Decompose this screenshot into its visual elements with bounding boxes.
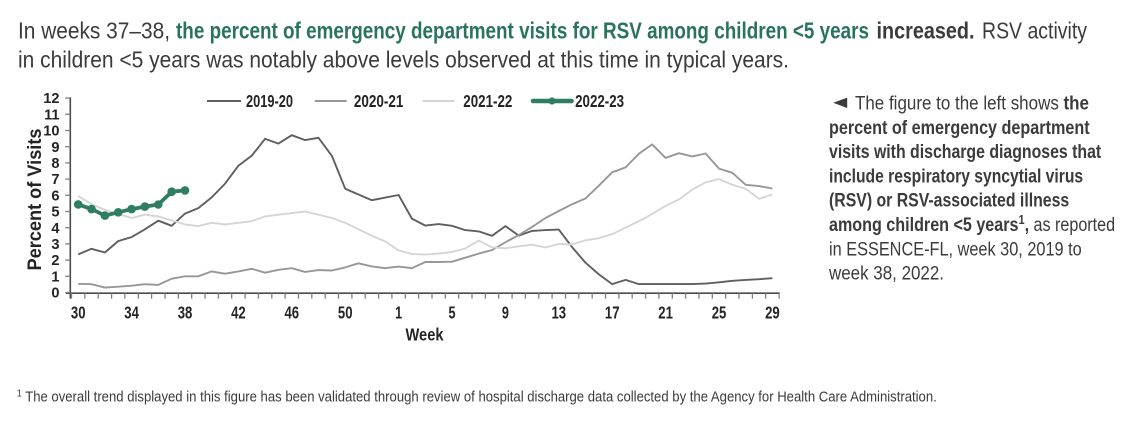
svg-text:include respiratory syncytial: include respiratory syncytial virus — [829, 166, 1083, 187]
svg-text:visits with discharge diagnose: visits with discharge diagnoses that — [829, 142, 1102, 163]
svg-text:9: 9 — [51, 140, 59, 156]
svg-text:1 The overall trend displayed: 1 The overall trend displayed in this fi… — [17, 388, 937, 405]
svg-text:in children <5 years was notab: in children <5 years was notably above l… — [18, 47, 789, 73]
svg-text:percent of emergency departmen: percent of emergency department — [829, 118, 1090, 139]
svg-text:11: 11 — [44, 107, 59, 123]
svg-text:1: 1 — [395, 303, 402, 323]
svg-text:among children <5 years1, as r: among children <5 years1, as reported — [829, 212, 1115, 236]
svg-text:2022-23: 2022-23 — [575, 91, 624, 111]
svg-text:2021-22: 2021-22 — [463, 91, 512, 111]
svg-text:5: 5 — [449, 303, 456, 323]
svg-text:34: 34 — [124, 303, 139, 323]
svg-text:9: 9 — [502, 303, 509, 323]
svg-text:46: 46 — [285, 303, 300, 323]
svg-text:17: 17 — [605, 303, 620, 323]
svg-text:1: 1 — [51, 269, 59, 285]
svg-text:2: 2 — [51, 253, 59, 269]
svg-text:8: 8 — [51, 156, 59, 172]
svg-text:12: 12 — [43, 91, 59, 107]
svg-text:30: 30 — [71, 303, 86, 323]
svg-text:Week: Week — [406, 325, 444, 345]
svg-text:week 38, 2022.: week 38, 2022. — [828, 264, 944, 285]
svg-text:5: 5 — [51, 205, 59, 221]
svg-text:(RSV) or RSV-associated illnes: (RSV) or RSV-associated illness — [829, 191, 1069, 212]
svg-text:Percent of Visits: Percent of Visits — [25, 129, 46, 271]
svg-text:4: 4 — [51, 221, 60, 237]
svg-text:increased.: increased. — [877, 18, 975, 44]
svg-text:13: 13 — [552, 303, 567, 323]
svg-text:the percent of emergency depar: the percent of emergency department visi… — [176, 18, 869, 44]
svg-text:10: 10 — [43, 124, 59, 140]
svg-text:In weeks 37–38,: In weeks 37–38, — [18, 18, 170, 44]
svg-text:The figure to the left shows t: The figure to the left shows the — [855, 94, 1089, 115]
svg-text:3: 3 — [51, 237, 59, 253]
svg-text:0: 0 — [51, 286, 59, 302]
svg-text:42: 42 — [231, 303, 246, 323]
svg-text:29: 29 — [765, 303, 780, 323]
svg-text:in ESSENCE-FL, week 30, 2019 t: in ESSENCE-FL, week 30, 2019 to — [829, 239, 1082, 260]
svg-text:38: 38 — [178, 303, 193, 323]
svg-text:6: 6 — [51, 188, 59, 204]
svg-text:7: 7 — [51, 172, 59, 188]
svg-text:RSV activity: RSV activity — [982, 18, 1087, 44]
svg-text:2020-21: 2020-21 — [354, 91, 404, 111]
svg-text:50: 50 — [338, 303, 353, 323]
svg-text:21: 21 — [658, 303, 673, 323]
svg-text:25: 25 — [712, 303, 727, 323]
svg-text:2019-20: 2019-20 — [246, 91, 293, 111]
